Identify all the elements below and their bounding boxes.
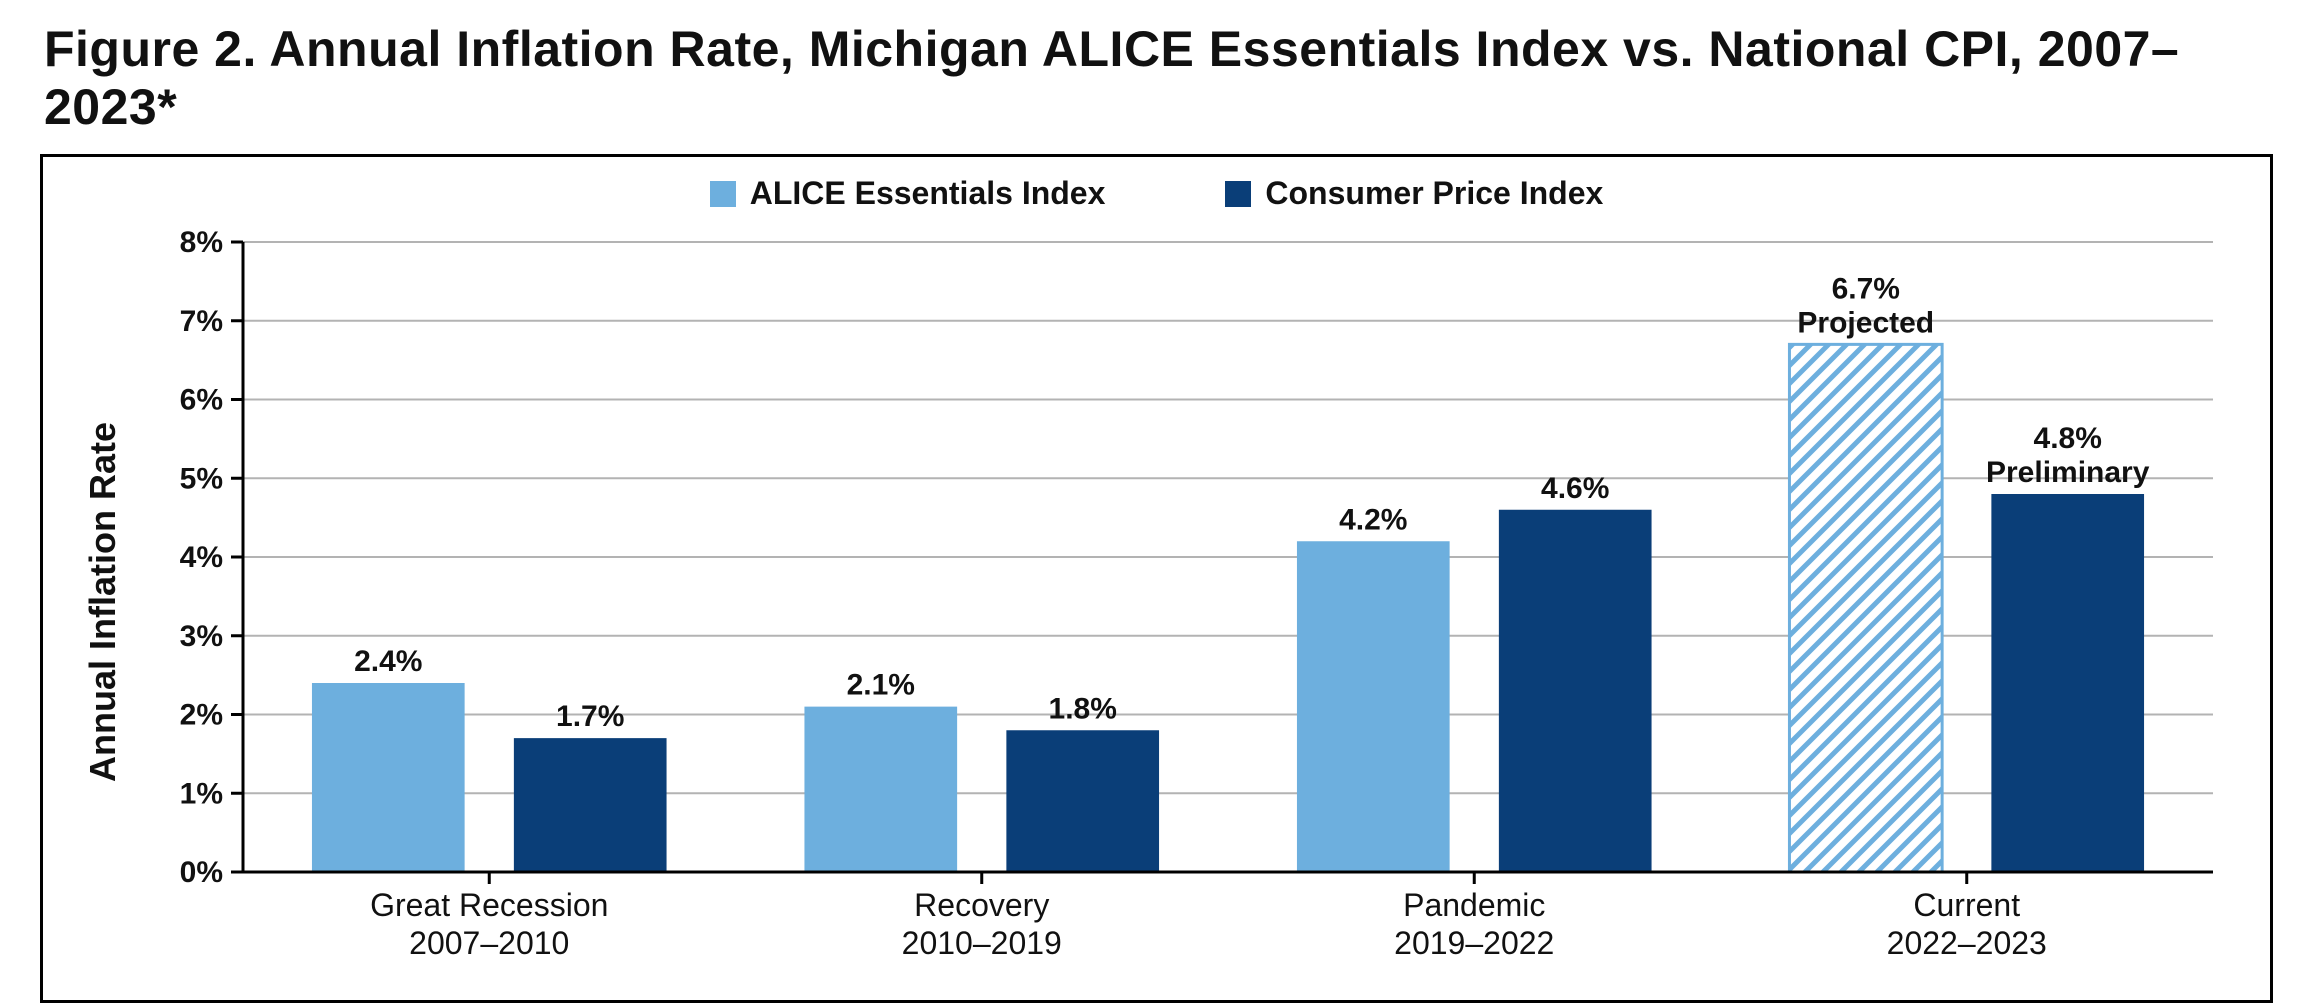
bar-alice [312, 683, 465, 872]
y-tick-label: 3% [180, 620, 223, 653]
y-tick-label: 8% [180, 226, 223, 259]
bar-alice [1297, 541, 1450, 872]
bar-value-label: Preliminary [1986, 456, 2150, 489]
bar-cpi [1499, 510, 1652, 872]
bar-value-label: 4.2% [1339, 503, 1407, 536]
bar-alice [804, 707, 957, 872]
bar-value-label: 4.6% [1541, 472, 1609, 505]
bar-value-label: 2.4% [354, 645, 422, 678]
y-tick-label: 7% [180, 305, 223, 338]
y-tick-label: 2% [180, 699, 223, 732]
legend-swatch-cpi [1225, 181, 1251, 207]
bar-alice [1789, 344, 1942, 872]
y-tick-label: 4% [180, 541, 223, 574]
bar-cpi [1006, 730, 1159, 872]
category-label: Current [1913, 887, 2020, 923]
bar-cpi [514, 738, 667, 872]
bar-value-label: 1.8% [1049, 692, 1117, 725]
figure-title: Figure 2. Annual Inflation Rate, Michiga… [44, 20, 2273, 136]
bar-value-label: 6.7% [1832, 272, 1900, 305]
legend-swatch-alice [710, 181, 736, 207]
bar-value-label: 2.1% [847, 669, 915, 702]
bar-value-label: 4.8% [2034, 422, 2102, 455]
category-label: 2010–2019 [902, 925, 1062, 961]
y-tick-label: 1% [180, 777, 223, 810]
y-axis-label: Annual Inflation Rate [82, 422, 124, 782]
bar-chart: 0% 1% 2% 3% 4% 5% 6% 7% 8% 2.4% 1.7% Great Recessio… [133, 222, 2233, 982]
legend-item-alice: ALICE Essentials Index [710, 175, 1106, 212]
legend: ALICE Essentials Index Consumer Price In… [73, 175, 2240, 212]
y-tick-label: 5% [180, 462, 223, 495]
bar-value-label: Projected [1797, 306, 1934, 339]
bar-cpi [1991, 494, 2144, 872]
category-label: Recovery [914, 887, 1049, 923]
bar-value-label: 1.7% [556, 700, 624, 733]
legend-label-cpi: Consumer Price Index [1265, 175, 1603, 212]
y-tick-label: 0% [180, 856, 223, 889]
y-tick-label: 6% [180, 384, 223, 417]
legend-item-cpi: Consumer Price Index [1225, 175, 1603, 212]
legend-label-alice: ALICE Essentials Index [750, 175, 1106, 212]
category-label: 2007–2010 [409, 925, 569, 961]
category-label: Pandemic [1403, 887, 1545, 923]
category-label: Great Recession [370, 887, 608, 923]
chart-frame: ALICE Essentials Index Consumer Price In… [40, 154, 2273, 1003]
category-label: 2019–2022 [1394, 925, 1554, 961]
category-label: 2022–2023 [1887, 925, 2047, 961]
